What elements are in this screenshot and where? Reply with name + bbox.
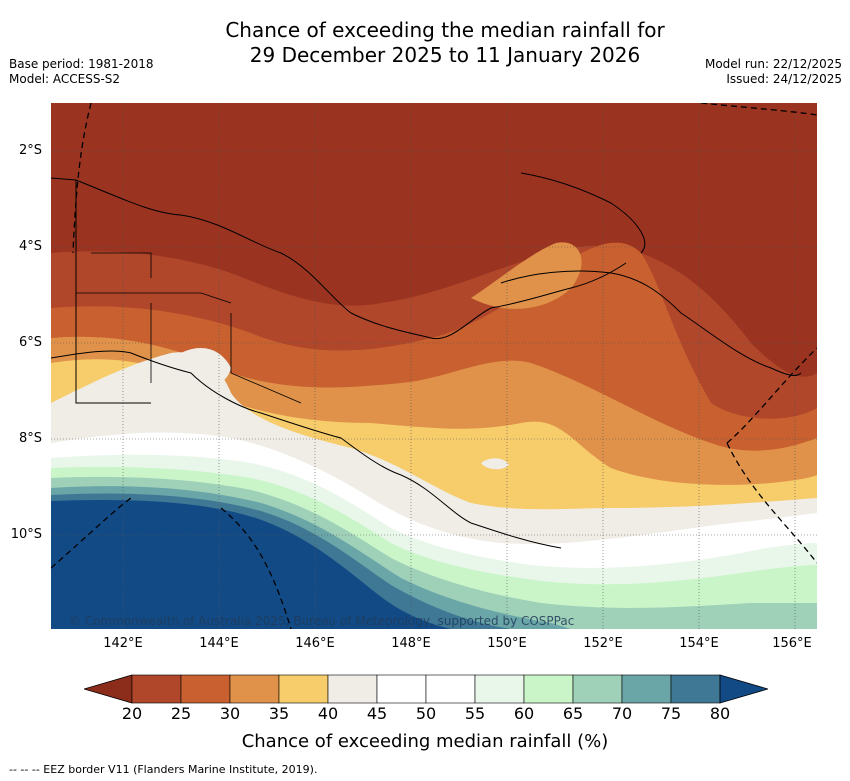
lon-label-152e: 152°E <box>583 636 623 651</box>
colorbar-cell <box>180 674 231 704</box>
colorbar-cell <box>229 674 280 704</box>
model-run: Model run: 22/12/2025 <box>704 57 842 71</box>
gridlines <box>51 103 817 629</box>
lat-label-4s: 4°S <box>18 239 42 254</box>
colorbar-tick-label: 30 <box>219 704 241 723</box>
colorbar-tick-label: 70 <box>611 704 633 723</box>
map-title: Chance of exceeding the median rainfall … <box>150 18 740 68</box>
base-period: Base period: 1981-2018 <box>9 57 154 71</box>
eez-footnote: -- -- -- EEZ border V11 (Flanders Marine… <box>9 763 318 776</box>
copyright-text: © Commonwealth of Australia 2025, Bureau… <box>69 614 574 628</box>
colorbar-cell <box>131 674 182 704</box>
colorbar-tick-label: 80 <box>709 704 731 723</box>
colorbar-tick-label: 25 <box>170 704 192 723</box>
issued-date: Issued: 24/12/2025 <box>726 72 842 86</box>
colorbar-tick-label: 40 <box>317 704 339 723</box>
band-45-highland-patch <box>181 348 231 388</box>
title-line-2: 29 December 2025 to 11 January 2026 <box>249 43 641 67</box>
colorbar <box>84 674 768 704</box>
colorbar-cell <box>621 674 672 704</box>
colorbar-cell <box>523 674 574 704</box>
colorbar-tick-label: 65 <box>562 704 584 723</box>
colorbar-tick-label: 60 <box>513 704 535 723</box>
new-guinea-coast <box>51 177 627 549</box>
colorbar-cell <box>376 674 427 704</box>
colorbar-tick-label: 50 <box>415 704 437 723</box>
title-line-1: Chance of exceeding the median rainfall … <box>225 18 665 42</box>
lon-label-156e: 156°E <box>772 636 812 651</box>
island-new-ireland <box>520 172 646 254</box>
colorbar-label: Chance of exceeding median rainfall (%) <box>241 731 609 752</box>
band-45-islet-patch <box>481 458 509 470</box>
colorbar-arrow-low <box>84 674 133 704</box>
meta-left: Base period: 1981-2018 Model: ACCESS-S2 <box>9 57 154 87</box>
colorbar-tick-label: 75 <box>660 704 682 723</box>
colorbar-arrow-high <box>719 674 768 704</box>
lon-label-146e: 146°E <box>295 636 335 651</box>
colorbar-cell <box>327 674 378 704</box>
lon-label-154e: 154°E <box>679 636 719 651</box>
lat-label-2s: 2°S <box>18 143 42 158</box>
colorbar-tick-label: 45 <box>366 704 388 723</box>
model-name: Model: ACCESS-S2 <box>9 72 121 86</box>
coastlines <box>51 172 802 549</box>
colorbar-tick-label: 55 <box>464 704 486 723</box>
colorbar-tick-label: 20 <box>121 704 143 723</box>
border-png-indonesia <box>75 180 151 404</box>
colorbar-cell <box>670 674 721 704</box>
island-new-britain <box>500 270 802 376</box>
colorbar-cell <box>278 674 329 704</box>
lon-label-144e: 144°E <box>199 636 239 651</box>
lat-label-10s: 10°S <box>10 527 42 542</box>
colorbar-cell <box>425 674 476 704</box>
eez-borders <box>51 103 817 629</box>
colorbar-cell <box>474 674 525 704</box>
lat-label-8s: 8°S <box>18 431 42 446</box>
meta-right: Model run: 22/12/2025 Issued: 24/12/2025 <box>705 57 842 87</box>
lon-label-150e: 150°E <box>487 636 527 651</box>
band-80 <box>51 499 451 629</box>
rainfall-bands <box>51 103 817 629</box>
lon-label-142e: 142°E <box>103 636 143 651</box>
provincial-borders <box>76 252 302 404</box>
colorbar-cell <box>572 674 623 704</box>
lon-label-148e: 148°E <box>391 636 431 651</box>
colorbar-tick-label: 35 <box>268 704 290 723</box>
lat-label-6s: 6°S <box>18 335 42 350</box>
rainfall-map: © Commonwealth of Australia 2025, Bureau… <box>51 103 817 629</box>
